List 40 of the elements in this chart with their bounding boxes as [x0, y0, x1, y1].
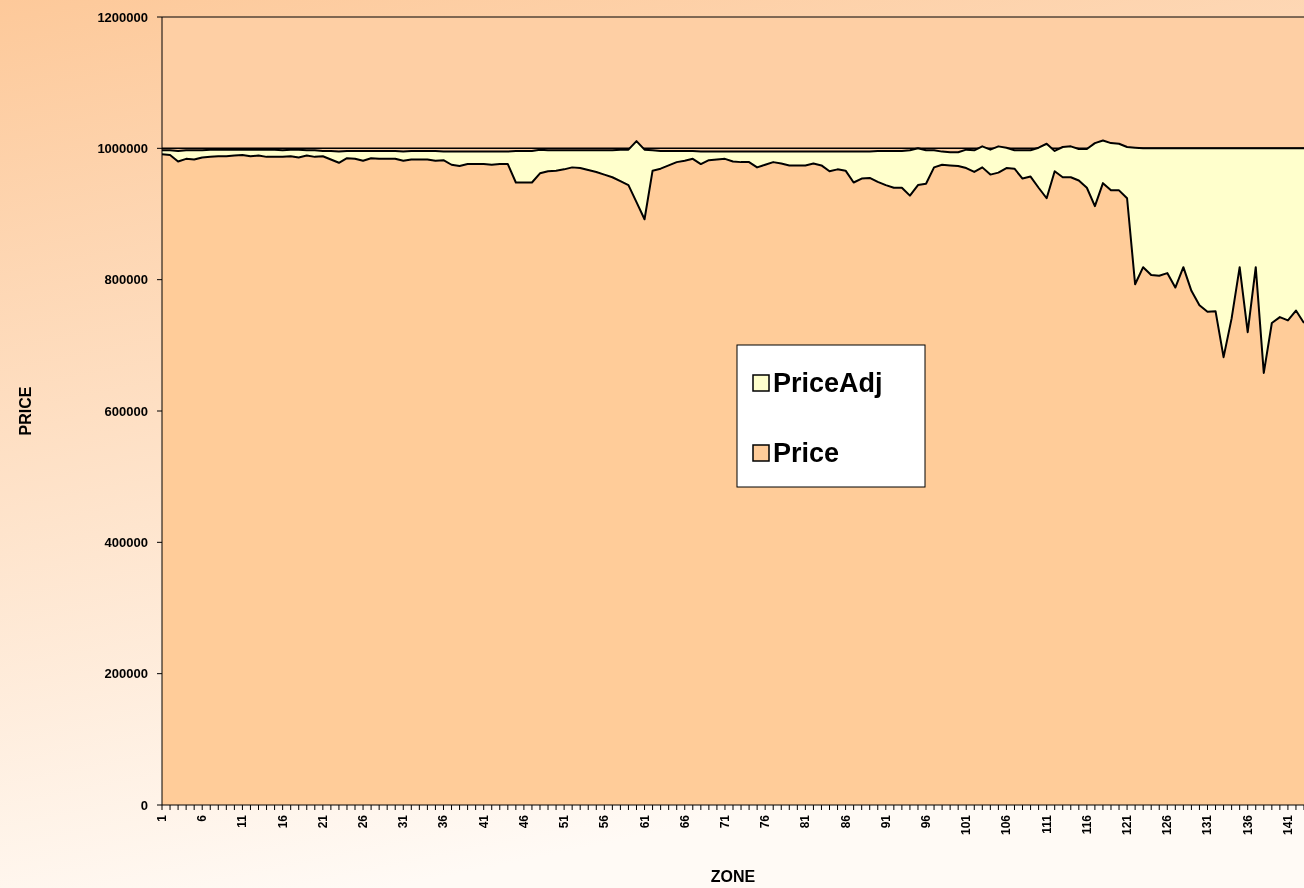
y-tick-label: 1000000 — [97, 140, 148, 156]
x-tick-label: 56 — [597, 814, 612, 829]
x-tick-label: 46 — [516, 814, 531, 829]
x-tick-label: 86 — [838, 814, 853, 829]
y-tick-label: 800000 — [104, 272, 148, 288]
x-tick-label: 31 — [396, 814, 411, 829]
x-tick-label: 111 — [1039, 814, 1054, 834]
x-tick-label: 6 — [195, 814, 210, 822]
x-tick-label: 141 — [1280, 814, 1295, 836]
x-tick-label: 81 — [798, 814, 813, 829]
x-axis-title: ZONE — [710, 868, 756, 885]
y-tick-label: 0 — [140, 797, 148, 813]
x-tick-label: 1 — [155, 814, 169, 822]
x-tick-label: 11 — [235, 814, 250, 828]
x-tick-label: 91 — [878, 814, 893, 829]
x-tick-label: 16 — [275, 814, 290, 829]
y-tick-label: 200000 — [104, 666, 148, 682]
x-tick-label: 76 — [758, 814, 773, 829]
x-tick-label: 36 — [436, 814, 451, 829]
x-tick-label: 101 — [959, 814, 974, 836]
x-tick-label: 121 — [1120, 814, 1135, 836]
series-label: PriceAdj — [773, 368, 883, 399]
series-label: Price — [773, 438, 840, 469]
y-tick-label: 400000 — [104, 534, 148, 550]
x-tick-label: 61 — [637, 814, 652, 829]
y-axis-title: PRICE — [17, 386, 34, 436]
x-tick-label: 126 — [1160, 814, 1175, 836]
y-tick-label: 1200000 — [97, 9, 148, 25]
x-tick-label: 71 — [717, 814, 732, 829]
x-tick-label: 136 — [1240, 814, 1255, 836]
x-tick-label: 41 — [476, 814, 491, 829]
x-tick-label: 26 — [356, 814, 371, 829]
x-tick-label: 96 — [919, 814, 934, 829]
x-tick-label: 106 — [999, 814, 1014, 836]
x-tick-label: 116 — [1079, 814, 1094, 835]
x-tick-label: 66 — [677, 814, 692, 829]
x-tick-label: 131 — [1200, 814, 1215, 836]
y-tick-label: 600000 — [104, 403, 148, 419]
x-tick-label: 51 — [557, 814, 572, 829]
x-tick-label: 21 — [315, 814, 330, 829]
